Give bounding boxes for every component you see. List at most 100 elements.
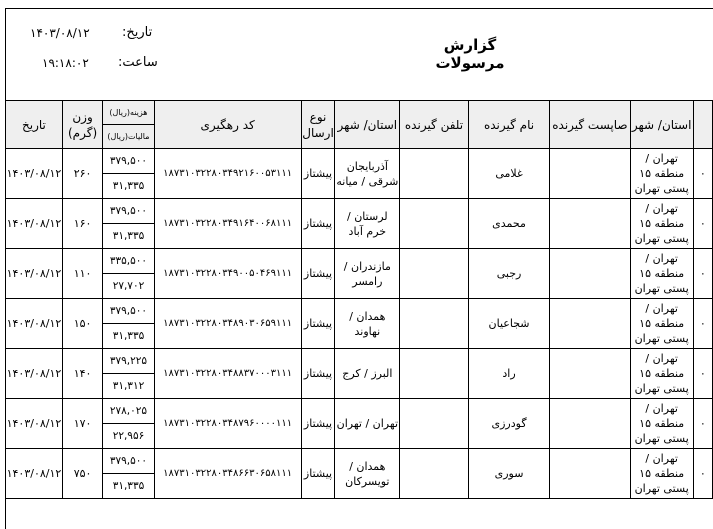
cell-postcode	[549, 198, 631, 249]
cell-cost: ۳۷۹,۵۰۰	[103, 200, 154, 224]
cell-cost-tax: ۳۷۹,۵۰۰ ۳۱,۳۳۵	[102, 298, 155, 349]
cell-origin: تهران / منطقه ۱۵ پستی تهران	[629, 448, 694, 499]
cell-dest: مازندران / رامسر	[334, 248, 401, 299]
cell-type: پیشتاز	[300, 248, 336, 299]
cell-date: ۱۴۰۳/۰۸/۱۲	[5, 398, 63, 449]
cell-cost-tax: ۳۳۵,۵۰۰ ۲۷,۷۰۲	[102, 248, 155, 299]
cell-tracking: ۱۸۷۳۱۰۳۲۲۸۰۳۴۸۹۰۳۰۶۵۹۱۱۱	[153, 298, 302, 349]
cell-cost: ۳۷۹,۵۰۰	[103, 300, 154, 324]
cell-dest: لرستان / خرم آباد	[334, 198, 401, 249]
cell-cost: ۳۷۹,۵۰۰	[103, 450, 154, 474]
cell-cost-tax: ۳۷۹,۲۲۵ ۳۱,۳۱۲	[102, 348, 155, 399]
cell-origin: تهران / منطقه ۱۵ پستی تهران	[629, 348, 694, 399]
header-weight: وزن (گرم)	[61, 100, 104, 149]
cell-cost: ۳۷۹,۵۰۰	[103, 150, 154, 174]
cell-weight: ۱۵۰	[61, 298, 104, 349]
cell-origin: تهران / منطقه ۱۵ پستی تهران	[629, 248, 694, 299]
time-label: ساعت:	[118, 55, 158, 70]
cell-cut: ۰	[692, 348, 713, 399]
cell-tracking: ۱۸۷۳۱۰۳۲۲۸۰۳۴۹۰۰۵۰۴۶۹۱۱۱	[153, 248, 302, 299]
cell-phone	[399, 398, 469, 449]
cell-phone	[399, 248, 469, 299]
report-title: گزارش مرسولات	[435, 36, 505, 72]
cell-type: پیشتاز	[300, 448, 336, 499]
header-postcode: صاپست گیرنده	[549, 100, 631, 149]
header-tax: مالیات(ریال)	[103, 125, 154, 148]
cell-name: محمدی	[467, 198, 551, 249]
cell-type: پیشتاز	[300, 198, 336, 249]
cell-origin: تهران / منطقه ۱۵ پستی تهران	[629, 398, 694, 449]
cell-cut: ۰	[692, 198, 713, 249]
cell-cut: ۰	[692, 148, 713, 199]
cell-type: پیشتاز	[300, 348, 336, 399]
cell-date: ۱۴۰۳/۰۸/۱۲	[5, 148, 63, 199]
cell-cost-tax: ۳۷۹,۵۰۰ ۳۱,۳۳۵	[102, 198, 155, 249]
cell-tax: ۳۱,۳۳۵	[112, 230, 145, 242]
cell-type: پیشتاز	[300, 148, 336, 199]
cell-name: شجاعیان	[467, 298, 551, 349]
cell-cut: ۰	[692, 398, 713, 449]
cell-tax: ۳۱,۳۳۵	[112, 330, 145, 342]
time-value: ۱۹:۱۸:۰۲	[42, 56, 89, 70]
table-row: ۱۴۰۳/۰۸/۱۲ ۱۶۰ ۳۷۹,۵۰۰ ۳۱,۳۳۵ ۱۸۷۳۱۰۳۲۲۸۰۳۴۹…	[5, 198, 713, 249]
date-label: تاریخ:	[122, 25, 153, 40]
cell-date: ۱۴۰۳/۰۸/۱۲	[5, 248, 63, 299]
cell-name: راد	[467, 348, 551, 399]
cell-name: رجبی	[467, 248, 551, 299]
cell-cost: ۳۷۹,۲۲۵	[103, 350, 154, 374]
cell-tax: ۳۱,۳۱۲	[112, 380, 145, 392]
cell-phone	[399, 148, 469, 199]
header-type: نوع ارسال	[300, 100, 336, 149]
header-cut	[692, 100, 713, 149]
cell-dest: البرز / کرج	[334, 348, 401, 399]
cell-postcode	[549, 248, 631, 299]
cell-cost: ۳۳۵,۵۰۰	[103, 250, 154, 274]
cell-cost-tax: ۳۷۹,۵۰۰ ۳۱,۳۳۵	[102, 148, 155, 199]
cell-cut: ۰	[692, 298, 713, 349]
cell-phone	[399, 298, 469, 349]
cell-dest: همدان / نهاوند	[334, 298, 401, 349]
cell-origin: تهران / منطقه ۱۵ پستی تهران	[629, 298, 694, 349]
cell-cut: ۰	[692, 448, 713, 499]
cell-type: پیشتاز	[300, 298, 336, 349]
cell-date: ۱۴۰۳/۰۸/۱۲	[5, 448, 63, 499]
header-row: تاریخ وزن (گرم) هزینه(ریال) مالیات(ریال)…	[5, 100, 713, 149]
header-dest: استان/ شهر	[334, 100, 401, 149]
cell-tax: ۲۲,۹۵۶	[112, 430, 145, 442]
header-tracking: کد رهگیری	[153, 100, 302, 149]
cell-dest: همدان / تویسرکان	[334, 448, 401, 499]
cell-cost-tax: ۳۷۹,۵۰۰ ۳۱,۳۳۵	[102, 448, 155, 499]
cell-phone	[399, 348, 469, 399]
table-row: ۱۴۰۳/۰۸/۱۲ ۱۴۰ ۳۷۹,۲۲۵ ۳۱,۳۱۲ ۱۸۷۳۱۰۳۲۲۸۰۳۴۸…	[5, 348, 713, 399]
cell-postcode	[549, 348, 631, 399]
cell-cost-tax: ۲۷۸,۰۲۵ ۲۲,۹۵۶	[102, 398, 155, 449]
cell-dest: تهران / تهران	[334, 398, 401, 449]
cell-date: ۱۴۰۳/۰۸/۱۲	[5, 348, 63, 399]
cell-date: ۱۴۰۳/۰۸/۱۲	[5, 198, 63, 249]
cell-tracking: ۱۸۷۳۱۰۳۲۲۸۰۳۴۸۶۶۳۰۶۵۸۱۱۱	[153, 448, 302, 499]
header-phone: تلفن گیرنده	[399, 100, 469, 149]
cell-name: سوری	[467, 448, 551, 499]
cell-weight: ۱۷۰	[61, 398, 104, 449]
cell-name: گودرزی	[467, 398, 551, 449]
cell-phone	[399, 448, 469, 499]
header-origin: استان/ شهر	[629, 100, 694, 149]
cell-dest: آذربایجان شرقی / میانه	[334, 148, 401, 199]
cell-tracking: ۱۸۷۳۱۰۳۲۲۸۰۳۴۸۷۹۶۰۰۰۰۱۱۱	[153, 398, 302, 449]
cell-origin: تهران / منطقه ۱۵ پستی تهران	[629, 198, 694, 249]
cell-postcode	[549, 398, 631, 449]
header-cost: هزینه(ریال)	[103, 101, 154, 125]
cell-weight: ۲۶۰	[61, 148, 104, 199]
cell-tax: ۳۱,۳۳۵	[112, 480, 145, 492]
cell-weight: ۱۱۰	[61, 248, 104, 299]
cell-tax: ۲۷,۷۰۲	[112, 280, 145, 292]
cell-cut: ۰	[692, 248, 713, 299]
header-date: تاریخ	[5, 100, 63, 149]
cell-phone	[399, 198, 469, 249]
cell-tracking: ۱۸۷۳۱۰۳۲۲۸۰۳۴۹۲۱۶۰۰۵۳۱۱۱	[153, 148, 302, 199]
cell-date: ۱۴۰۳/۰۸/۱۲	[5, 298, 63, 349]
cell-tracking: ۱۸۷۳۱۰۳۲۲۸۰۳۴۹۱۶۴۰۰۶۸۱۱۱	[153, 198, 302, 249]
cell-postcode	[549, 298, 631, 349]
table-row: ۱۴۰۳/۰۸/۱۲ ۱۱۰ ۳۳۵,۵۰۰ ۲۷,۷۰۲ ۱۸۷۳۱۰۳۲۲۸۰۳۴۹…	[5, 248, 713, 299]
cell-weight: ۱۴۰	[61, 348, 104, 399]
